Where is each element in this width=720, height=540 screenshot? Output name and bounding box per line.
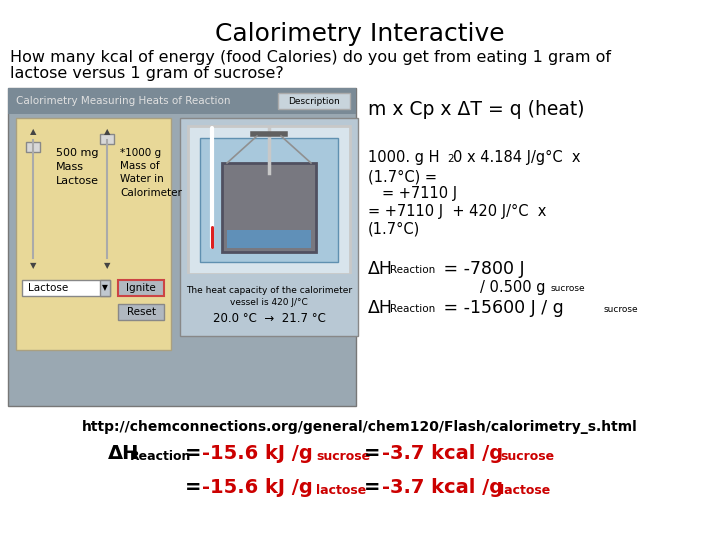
Text: ▲: ▲	[104, 127, 110, 137]
Text: -15.6 kJ /g: -15.6 kJ /g	[202, 478, 312, 497]
Text: =: =	[185, 444, 202, 463]
Text: lactose: lactose	[500, 484, 550, 497]
FancyBboxPatch shape	[222, 163, 316, 252]
Text: Reset: Reset	[127, 307, 156, 317]
Text: ▲: ▲	[30, 127, 36, 137]
Text: Description: Description	[288, 97, 340, 105]
Text: =: =	[185, 478, 202, 497]
FancyBboxPatch shape	[200, 138, 338, 262]
FancyBboxPatch shape	[16, 118, 171, 350]
Text: =: =	[364, 478, 380, 497]
FancyBboxPatch shape	[26, 142, 40, 152]
Text: sucrose: sucrose	[551, 284, 585, 293]
Text: vessel is 420 J/°C: vessel is 420 J/°C	[230, 298, 308, 307]
Text: ▼: ▼	[102, 284, 108, 293]
Text: Reaction: Reaction	[390, 304, 436, 314]
Text: = +7110 J: = +7110 J	[382, 186, 457, 201]
FancyBboxPatch shape	[184, 274, 354, 332]
Text: Ignite: Ignite	[126, 283, 156, 293]
FancyBboxPatch shape	[227, 230, 311, 248]
FancyBboxPatch shape	[118, 304, 164, 320]
FancyBboxPatch shape	[188, 126, 350, 274]
FancyBboxPatch shape	[8, 88, 356, 406]
Text: ΔH: ΔH	[108, 444, 140, 463]
Text: http://chemconnections.org/general/chem120/Flash/calorimetry_s.html: http://chemconnections.org/general/chem1…	[82, 420, 638, 434]
Text: 0 x 4.184 J/g°C  x: 0 x 4.184 J/g°C x	[453, 150, 580, 165]
Text: lactose: lactose	[316, 484, 366, 497]
Text: / 0.500 g: / 0.500 g	[480, 280, 550, 295]
FancyBboxPatch shape	[118, 280, 164, 296]
Text: = +7110 J  + 420 J/°C  x: = +7110 J + 420 J/°C x	[368, 204, 546, 219]
Text: = -7800 J: = -7800 J	[438, 260, 525, 278]
FancyBboxPatch shape	[180, 118, 358, 336]
FancyBboxPatch shape	[278, 93, 350, 109]
Text: -3.7 kcal /g: -3.7 kcal /g	[382, 478, 503, 497]
Text: = -15600 J / g: = -15600 J / g	[438, 299, 570, 317]
Text: Calorimetry Measuring Heats of Reaction: Calorimetry Measuring Heats of Reaction	[16, 96, 230, 106]
Text: Calorimetry Interactive: Calorimetry Interactive	[215, 22, 505, 46]
Text: The heat capacity of the calorimeter: The heat capacity of the calorimeter	[186, 286, 352, 295]
Text: 2: 2	[447, 154, 454, 164]
Text: -3.7 kcal /g: -3.7 kcal /g	[382, 444, 503, 463]
Text: 1000. g H: 1000. g H	[368, 150, 439, 165]
Text: 500 mg
Mass
Lactose: 500 mg Mass Lactose	[56, 148, 99, 186]
Text: sucrose: sucrose	[316, 450, 370, 463]
Text: ΔH: ΔH	[368, 260, 393, 278]
Text: =: =	[364, 444, 380, 463]
Text: sucrose: sucrose	[604, 305, 639, 314]
Text: ▼: ▼	[104, 261, 110, 271]
FancyBboxPatch shape	[8, 88, 356, 114]
Text: ΔH: ΔH	[368, 299, 393, 317]
Text: sucrose: sucrose	[500, 450, 554, 463]
Text: Reaction: Reaction	[130, 450, 192, 463]
FancyBboxPatch shape	[22, 280, 110, 296]
Text: 20.0 °C  →  21.7 °C: 20.0 °C → 21.7 °C	[212, 312, 325, 325]
Text: (1.7°C): (1.7°C)	[368, 222, 420, 237]
Text: ▼: ▼	[30, 261, 36, 271]
Text: Reaction: Reaction	[390, 265, 436, 275]
Text: lactose versus 1 gram of sucrose?: lactose versus 1 gram of sucrose?	[10, 66, 284, 81]
Text: How many kcal of energy (food Calories) do you get from eating 1 gram of: How many kcal of energy (food Calories) …	[10, 50, 611, 65]
FancyBboxPatch shape	[100, 280, 110, 296]
Text: Lactose: Lactose	[28, 283, 68, 293]
Text: -15.6 kJ /g: -15.6 kJ /g	[202, 444, 312, 463]
Text: *1000 g
Mass of
Water in
Calorimeter: *1000 g Mass of Water in Calorimeter	[120, 148, 182, 198]
Text: m x Cp x ΔT = q (heat): m x Cp x ΔT = q (heat)	[368, 100, 585, 119]
FancyBboxPatch shape	[100, 134, 114, 144]
Text: (1.7°C) =: (1.7°C) =	[368, 169, 437, 184]
